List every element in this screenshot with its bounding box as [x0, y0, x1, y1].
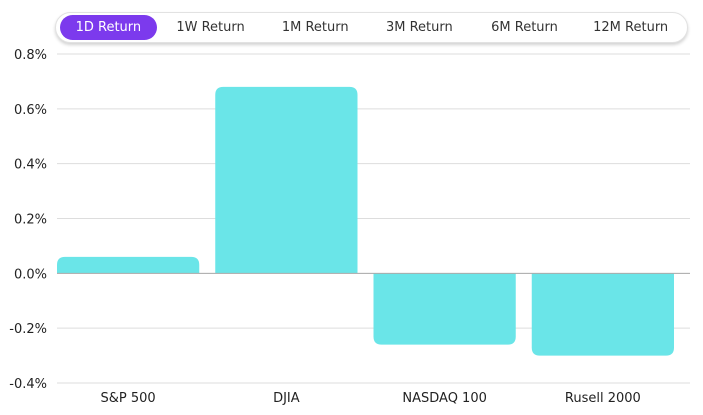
- tab-1d-return[interactable]: 1D Return: [60, 15, 157, 40]
- bar-2: [373, 273, 516, 345]
- bar-1: [215, 86, 358, 274]
- tab-1m-return[interactable]: 1M Return: [281, 20, 349, 35]
- y-tick-label: -0.2%: [9, 322, 47, 337]
- x-category-label: NASDAQ 100: [402, 391, 487, 406]
- bar-3: [531, 273, 674, 356]
- tab-12m-return[interactable]: 12M Return: [593, 20, 669, 35]
- y-tick-label: 0.8%: [14, 48, 47, 63]
- y-tick-label: 0.4%: [14, 158, 47, 173]
- bar-0: [57, 256, 200, 274]
- x-category-label: S&P 500: [101, 391, 156, 406]
- tab-6m-return[interactable]: 6M Return: [491, 20, 558, 35]
- tab-1w-return[interactable]: 1W Return: [176, 20, 245, 35]
- y-tick-label: -0.4%: [9, 377, 47, 392]
- tab-3m-return[interactable]: 3M Return: [385, 20, 453, 35]
- x-category-label: DJIA: [273, 391, 300, 406]
- return-period-tabs: 1D Return 1W Return 1M Return 3M Return …: [55, 12, 688, 43]
- y-tick-label: 0.0%: [14, 267, 47, 282]
- y-tick-label: 0.2%: [14, 213, 47, 228]
- y-tick-label: 0.6%: [14, 103, 47, 118]
- x-category-label: Rusell 2000: [565, 391, 641, 406]
